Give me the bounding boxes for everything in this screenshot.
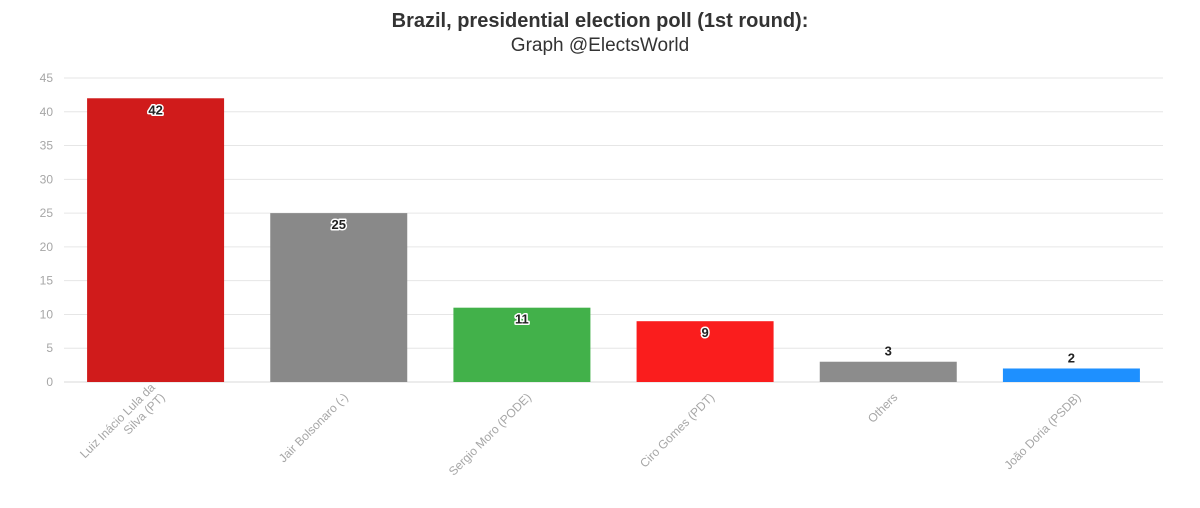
- value-label-5: 2: [1068, 350, 1075, 365]
- chart-subtitle: Graph @ElectsWorld: [510, 35, 690, 56]
- grid-lines: [64, 77, 1163, 383]
- x-tick-label-0: Luiz Inácio Lula daSilva (PT): [77, 380, 168, 471]
- x-tick-label-2: Sergio Moro (PODE): [446, 390, 534, 478]
- y-tick-label: 30: [40, 172, 54, 186]
- x-tick-label-line: Ciro Gomes (PDT): [637, 390, 717, 470]
- bar-4: [819, 361, 957, 382]
- x-tick-label-1: Jair Bolsonaro (-): [276, 390, 351, 465]
- y-tick-label: 20: [40, 240, 54, 254]
- y-tick-label: 35: [40, 139, 54, 153]
- y-tick-label: 0: [46, 375, 53, 389]
- y-tick-label: 10: [40, 307, 54, 321]
- x-tick-label-line: Sergio Moro (PODE): [446, 390, 534, 478]
- x-tick-label-5: João Doria (PSDB): [1001, 390, 1083, 472]
- bar-5: [1002, 368, 1140, 382]
- value-label-0: 42: [148, 102, 162, 117]
- value-label-3: 9: [701, 325, 708, 340]
- value-label-2: 11: [515, 312, 529, 327]
- y-axis-ticks: 0 5 10 15 20 25 30 35 40 45: [40, 71, 54, 389]
- x-tick-label-4: Others: [865, 390, 900, 425]
- bar-0: [87, 98, 225, 383]
- y-tick-label: 15: [40, 274, 54, 288]
- value-labels: 42 25 11 9 3 2: [147, 101, 1075, 366]
- x-tick-label-line: Jair Bolsonaro (-): [276, 390, 351, 465]
- bars: [87, 98, 1140, 383]
- chart-title: Brazil, presidential election poll (1st …: [391, 10, 809, 32]
- value-label-1: 25: [332, 217, 346, 232]
- bar-3: [636, 321, 774, 382]
- y-tick-label: 5: [46, 341, 53, 355]
- x-axis-labels: Luiz Inácio Lula daSilva (PT) Jair Bolson…: [77, 380, 1083, 478]
- y-tick-label: 25: [40, 206, 54, 220]
- x-tick-label-3: Ciro Gomes (PDT): [637, 390, 717, 470]
- y-tick-label: 45: [40, 71, 54, 85]
- value-label-4: 3: [885, 344, 892, 359]
- bar-2: [453, 307, 591, 382]
- y-tick-label: 40: [40, 105, 54, 119]
- x-tick-label-line: Others: [865, 390, 900, 425]
- bar-1: [270, 213, 408, 382]
- x-tick-label-line: João Doria (PSDB): [1001, 390, 1083, 472]
